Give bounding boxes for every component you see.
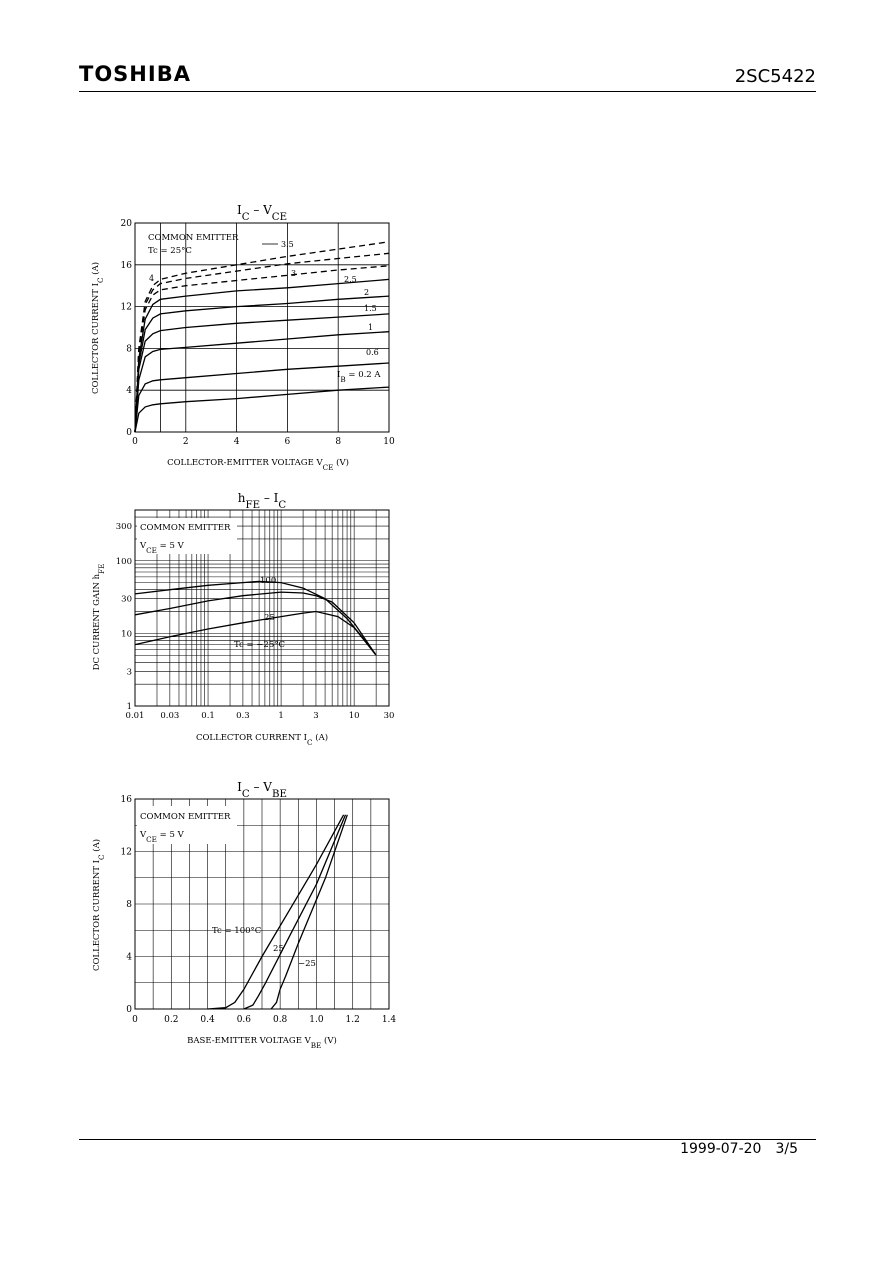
series-line [134,580,377,656]
footer-date: 1999-07-20 [680,1141,762,1157]
annotation: COMMON EMITTER [140,523,231,533]
curve-label: 1.5 [364,304,377,313]
y-tick-label: 3 [127,667,132,677]
x-tick-label: 0 [132,437,138,447]
y-tick-label: 4 [126,953,132,963]
part-number: 2SC5422 [734,66,816,87]
footer-page: 3/5 [775,1141,798,1157]
series-line [134,362,390,433]
annotation: Tc = 25°C [148,246,192,256]
x-tick-label: 0 [132,1015,138,1025]
x-tick-label: 0.03 [160,711,179,721]
y-tick-label: 8 [126,900,132,910]
chart-title: IC – VBE [237,780,287,800]
annotation: COMMON EMITTER [140,812,231,822]
y-tick-label: 16 [121,795,133,805]
curve-label: Tc = 100°C [212,926,261,936]
y-tick-label: 12 [121,848,132,858]
y-tick-label: 0 [126,1005,132,1015]
curve-label: 0.6 [366,348,379,357]
annotation: VCE = 5 V [139,541,185,555]
x-tick-label: 1.0 [309,1015,324,1025]
series-line [134,386,390,433]
curve-label: 3 [291,269,296,278]
series-line [243,814,347,1010]
x-axis-label: COLLECTOR CURRENT IC (A) [196,732,328,747]
footer-rule [79,1139,816,1140]
ic-vce-chart: 0 2 4 6 8 10 0 4 8 12 16 20 4 3.5 3 2.5 2 1.5 1 0.6 IB = 0.2… [90,203,395,472]
y-tick-label: 300 [116,522,132,532]
x-tick-label: 1.2 [346,1015,360,1025]
annotation: VCE = 5 V [139,830,185,844]
series-line [270,814,348,1010]
x-tick-label: 0.6 [237,1015,252,1025]
footer: 1999-07-20 3/5 [666,1141,798,1157]
x-tick-label: 0.3 [236,711,250,721]
y-axis-label: COLLECTOR CURRENT IC (A) [90,262,105,394]
x-tick-label: 0.01 [126,711,145,721]
x-tick-label: 0.2 [164,1015,178,1025]
series-line [134,295,390,433]
curve-label: 3.5 [281,240,294,249]
plot-frame [134,222,390,433]
curve-label: 2.5 [344,275,357,284]
curve-label: 25 [264,613,275,623]
series-line [134,591,377,656]
series-line [207,814,345,1010]
x-tick-label: 8 [335,437,341,447]
y-axis-label: DC CURRENT GAIN hFE [92,564,106,671]
series-line [134,278,390,433]
y-tick-label: 100 [116,557,132,567]
curve-label: 100 [260,576,276,586]
x-tick-label: 10 [383,437,395,447]
y-tick-label: 1 [127,702,132,712]
x-tick-label: 0.1 [201,711,215,721]
x-axis-label: BASE-EMITTER VOLTAGE VBE (V) [187,1035,337,1050]
chart-title: hFE – IC [238,491,287,511]
x-tick-label: 1 [278,711,283,721]
y-tick-label: 0 [126,428,132,438]
x-tick-label: 4 [234,437,240,447]
y-tick-label: 10 [121,629,132,639]
x-tick-label: 0.8 [273,1015,288,1025]
curve-label: Tc = −25°C [234,640,285,650]
x-axis-label: COLLECTOR-EMITTER VOLTAGE VCE (V) [167,457,349,472]
x-tick-label: 2 [183,437,189,447]
x-tick-label: 3 [313,711,318,721]
x-tick-label: 0.4 [200,1015,215,1025]
curve-label: IB = 0.2 A [337,370,381,384]
y-tick-label: 12 [121,303,132,313]
series-line [134,313,390,433]
y-tick-label: 30 [121,595,132,605]
x-tick-label: 30 [384,711,395,721]
y-tick-label: 16 [121,261,133,271]
x-tick-label: 1.4 [382,1015,397,1025]
chart-title: IC – VCE [237,203,287,223]
curve-label: 25 [273,944,284,954]
y-axis-label: COLLECTOR CURRENT IC (A) [91,839,106,971]
annotation: COMMON EMITTER [148,233,239,243]
series-line [134,265,390,433]
brand-logo: TOSHIBA [79,62,191,86]
curve-label: 1 [368,323,373,332]
y-tick-label: 8 [126,344,132,354]
curve-label: 2 [364,288,369,297]
x-tick-label: 6 [285,437,291,447]
series-line [134,610,377,656]
y-tick-label: 20 [121,219,133,229]
x-tick-label: 10 [349,711,360,721]
ic-vbe-chart: 0 0.2 0.4 0.6 0.8 1.0 1.2 1.4 0 4 8 12 16 COMMON EMIT… [91,780,396,1050]
series-line [134,241,390,433]
annotation-backdrop [137,806,237,844]
curve-label: 4 [149,274,154,283]
series-line [134,331,390,433]
hfe-ic-chart: 0.01 0.03 0.1 0.3 1 3 10 30 1 3 10 30 100 300 COMMON E… [92,491,394,747]
y-tick-label: 4 [126,386,132,396]
header-rule [79,91,816,92]
plot-frame [134,509,390,707]
annotation-backdrop [137,518,237,554]
curve-label: −25 [298,959,316,969]
